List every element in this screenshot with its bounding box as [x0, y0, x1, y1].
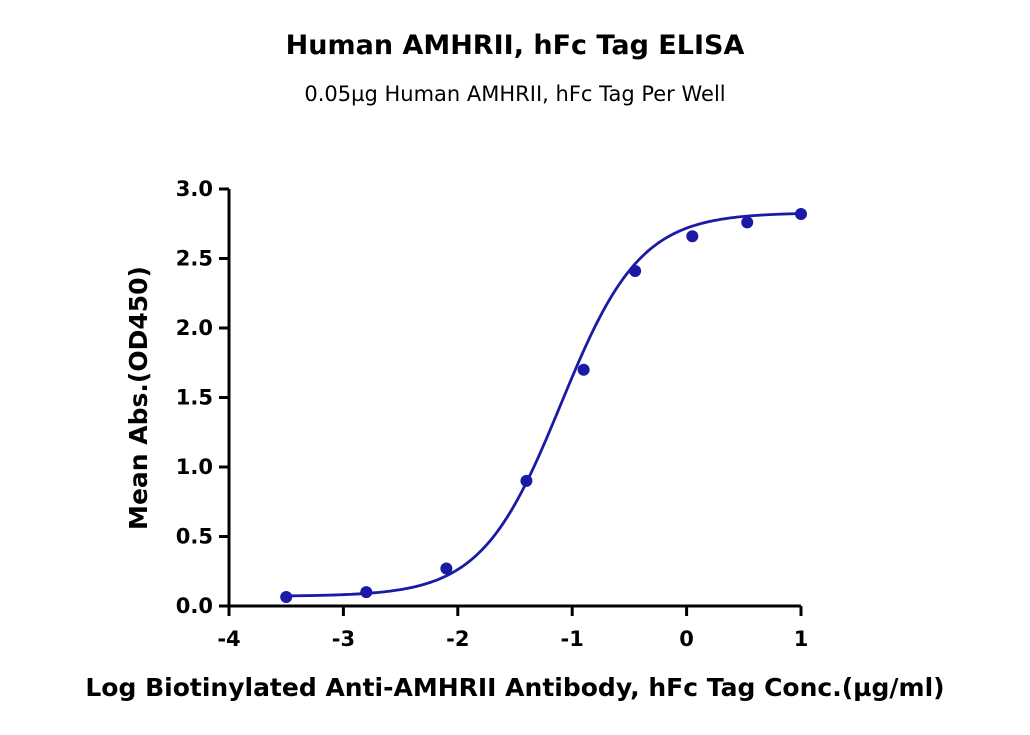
data-point — [520, 474, 533, 487]
x-tick-label: -2 — [446, 627, 469, 651]
x-tick-label: 0 — [679, 627, 694, 651]
x-tick-label: -4 — [217, 627, 240, 651]
y-tick-label: 2.5 — [176, 247, 213, 271]
fit-curve — [286, 212, 802, 598]
y-tick-label: 0.5 — [176, 525, 213, 549]
y-tick-label: 3.0 — [176, 177, 213, 201]
x-tick-label: -3 — [332, 627, 355, 651]
x-tick-label: -1 — [561, 627, 584, 651]
y-tick-label: 2.0 — [176, 316, 213, 340]
chart-subtitle: 0.05µg Human AMHRII, hFc Tag Per Well — [304, 82, 726, 106]
data-point — [741, 216, 754, 229]
data-point — [440, 562, 453, 575]
data-points — [280, 208, 807, 603]
data-point — [686, 230, 699, 243]
x-axis-label: Log Biotinylated Anti-AMHRII Antibody, h… — [85, 673, 944, 702]
data-point — [360, 586, 373, 599]
y-tick-label: 1.0 — [176, 455, 213, 479]
ticks: -4 -3 -2 -1 0 1 0.0 0.5 1.0 1.5 2.0 2.5 3.0 — [176, 177, 809, 651]
y-tick-label: 1.5 — [176, 386, 213, 410]
data-point — [795, 208, 807, 221]
chart-title: Human AMHRII, hFc Tag ELISA — [285, 30, 745, 61]
axes — [227, 189, 801, 608]
data-point — [577, 363, 590, 376]
y-tick-label: 0.0 — [176, 594, 213, 618]
data-point — [629, 265, 642, 278]
x-tick-label: 1 — [794, 627, 809, 651]
data-point — [280, 590, 293, 603]
y-axis-label: Mean Abs.(OD450) — [124, 266, 153, 530]
